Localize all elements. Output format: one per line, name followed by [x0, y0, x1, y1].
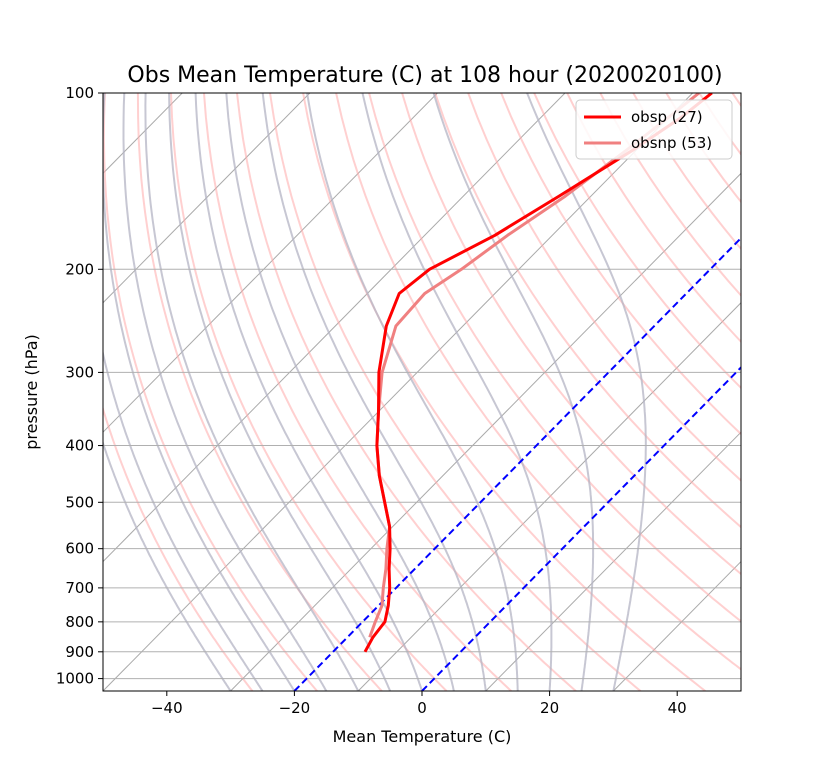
x-tick-label: −20	[279, 699, 311, 717]
moist-adiabat-line	[261, 93, 487, 691]
isotherm-line	[230, 172, 741, 691]
moist-adiabat-line	[103, 349, 264, 691]
dry-adiabat-line	[103, 405, 254, 691]
y-tick-label: 500	[65, 493, 94, 511]
dry-adiabat-line	[136, 93, 383, 691]
isotherm-line	[103, 93, 566, 563]
y-tick-label: 900	[65, 643, 94, 661]
series-line-obsp	[363, 93, 713, 653]
dry-adiabat-line	[103, 93, 318, 691]
dry-adiabat-line	[434, 93, 741, 529]
legend: obsp (27) obsnp (53)	[575, 99, 733, 160]
y-tick-label: 300	[65, 363, 94, 381]
y-axis-label: pressure (hPa)	[22, 334, 41, 450]
x-tick-label: −40	[151, 699, 183, 717]
dry-adiabat-line	[203, 93, 512, 691]
reference-isotherm--20	[293, 236, 741, 691]
dry-adiabat-line	[335, 93, 741, 671]
moist-adiabat-line	[103, 440, 232, 691]
dry-adiabat-line	[467, 93, 741, 482]
legend-label-obsp: obsp (27)	[631, 108, 703, 126]
x-tick-label: 20	[540, 699, 559, 717]
y-tick-label: 100	[65, 84, 94, 102]
dry-adiabat-line	[236, 93, 577, 691]
moist-adiabat-line	[122, 93, 328, 691]
x-axis-label: Mean Temperature (C)	[333, 727, 512, 746]
axis-ticks: −40 −20 0 20 40 1000 900 800 700 600 500 400 300 200 1…	[56, 84, 687, 717]
x-tick-label: 0	[417, 699, 427, 717]
isotherm-line	[103, 93, 438, 433]
moist-adiabat-line	[306, 93, 519, 691]
y-tick-label: 700	[65, 579, 94, 597]
y-tick-label: 1000	[56, 670, 94, 688]
moist-adiabat-line	[194, 93, 423, 691]
dry-adiabat-line	[368, 93, 741, 623]
reference-isotherms	[293, 236, 741, 691]
isotherm-line	[485, 431, 741, 691]
moist-adiabat-line	[168, 93, 392, 691]
y-tick-label: 600	[65, 540, 94, 558]
dry-adiabat-line	[401, 93, 741, 576]
moist-adiabat-line	[103, 93, 296, 691]
legend-label-obsnp: obsnp (53)	[631, 134, 712, 152]
y-tick-label: 400	[65, 437, 94, 455]
moist-adiabat-line	[526, 93, 647, 691]
dry-adiabat-line	[566, 93, 741, 344]
pressure-grid	[103, 93, 741, 680]
isotherm-line	[103, 93, 693, 691]
data-series	[363, 93, 713, 653]
isotherm-line	[103, 93, 311, 304]
y-tick-label: 800	[65, 613, 94, 631]
chart-title: Obs Mean Temperature (C) at 108 hour (20…	[127, 63, 722, 88]
reference-isotherm-0	[421, 366, 741, 691]
y-tick-label: 200	[65, 260, 94, 278]
isotherm-line	[613, 560, 741, 691]
moist-adiabat-line	[361, 93, 553, 691]
dry-adiabat-line	[533, 93, 741, 390]
x-tick-label: 40	[668, 699, 687, 717]
dry-adiabat-line	[269, 93, 642, 691]
moist-adiabat-line	[432, 93, 595, 691]
